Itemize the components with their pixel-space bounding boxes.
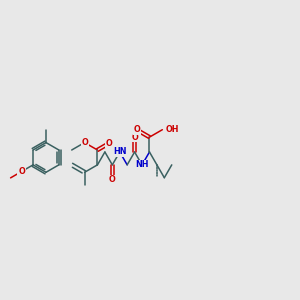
Text: O: O bbox=[106, 139, 112, 148]
Text: NH: NH bbox=[135, 160, 149, 169]
Text: OH: OH bbox=[166, 125, 180, 134]
Text: O: O bbox=[18, 167, 25, 176]
Text: O: O bbox=[109, 175, 116, 184]
Text: O: O bbox=[131, 133, 138, 142]
Text: HN: HN bbox=[113, 148, 127, 157]
Text: O: O bbox=[81, 138, 88, 147]
Text: O: O bbox=[133, 125, 140, 134]
